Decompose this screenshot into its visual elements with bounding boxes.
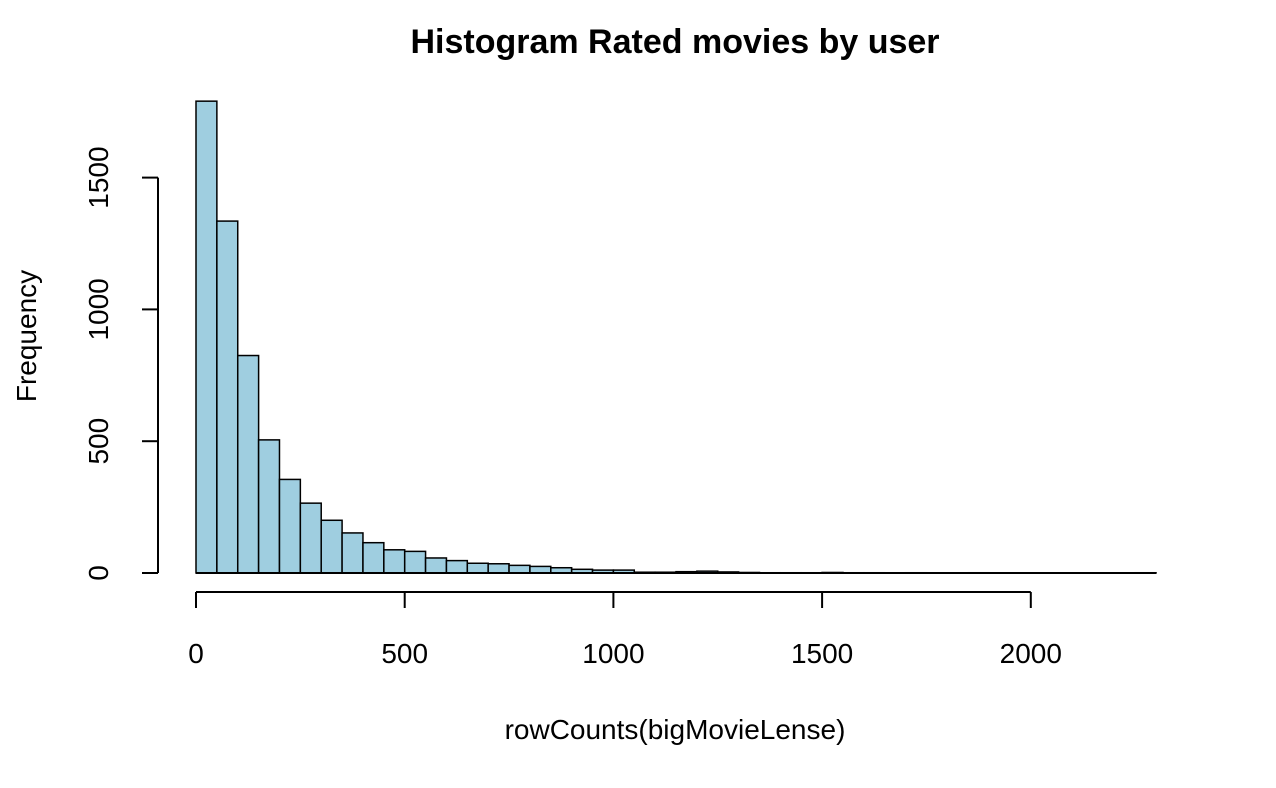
histogram-bar: [487, 563, 510, 574]
bars-group: [195, 100, 1157, 574]
histogram-bar: [445, 559, 469, 574]
histogram-bar: [320, 519, 343, 574]
histogram-bar: [508, 564, 531, 574]
histogram-bar: [278, 478, 302, 574]
histogram-bar: [236, 354, 260, 574]
histogram-bar: [403, 550, 427, 574]
x-tick-label: 500: [381, 638, 428, 669]
x-axis-label: rowCounts(bigMovieLense): [505, 714, 846, 745]
y-tick-label: 1500: [83, 146, 114, 208]
x-tick-label: 2000: [1000, 638, 1062, 669]
histogram-bar: [216, 220, 239, 574]
histogram-bar: [424, 557, 448, 574]
histogram-bar: [257, 439, 281, 574]
y-tick-label: 1000: [83, 278, 114, 340]
chart-title: Histogram Rated movies by user: [410, 23, 939, 61]
x-axis: 0 500 1000 1500 2000: [188, 591, 1062, 669]
histogram-bar: [341, 532, 364, 574]
x-tick-label: 1000: [582, 638, 644, 669]
histogram-bar: [383, 549, 406, 574]
x-tick-label: 1500: [791, 638, 853, 669]
histogram-bar: [299, 502, 322, 574]
y-axis: 0 500 1000 1500: [83, 146, 159, 581]
histogram-bar: [466, 562, 489, 574]
histogram-bar: [195, 100, 218, 574]
y-axis-label: Frequency: [11, 270, 42, 402]
x-tick-label: 0: [188, 638, 204, 669]
histogram-bar: [362, 541, 385, 574]
y-tick-label: 500: [83, 418, 114, 465]
y-tick-label: 0: [83, 565, 114, 581]
